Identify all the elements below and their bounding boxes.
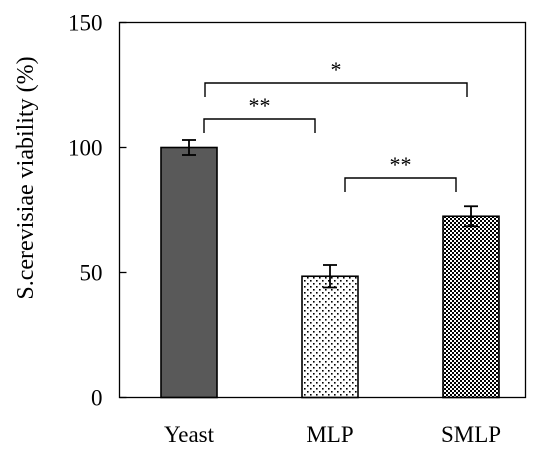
significance-label: ** — [249, 93, 271, 118]
significance-bracket — [203, 118, 316, 133]
y-tick-label: 50 — [80, 261, 103, 286]
x-tick-label: Yeast — [164, 422, 215, 447]
x-axis-labels: Yeast MLP SMLP — [164, 422, 501, 447]
bar-yeast — [160, 146, 218, 399]
significance-label: * — [331, 57, 342, 82]
y-tick-label: 0 — [91, 386, 103, 411]
bar-smlp — [442, 215, 500, 399]
significance-label: ** — [390, 152, 412, 177]
y-tick-label: 150 — [68, 11, 103, 36]
significance-bracket — [344, 177, 457, 192]
x-tick-label: SMLP — [441, 422, 501, 447]
significance-bracket — [204, 82, 468, 97]
y-axis-title: S.cerevisiae viability (%) — [13, 56, 39, 299]
y-tick-label: 100 — [68, 136, 103, 161]
significance-brackets: ***** — [203, 57, 468, 192]
bar-mlp — [301, 275, 359, 399]
y-axis-ticks: 0 50 100 150 — [68, 11, 127, 411]
x-tick-label: MLP — [306, 422, 353, 447]
error-bars — [182, 139, 478, 289]
plot-frame — [118, 21, 527, 399]
